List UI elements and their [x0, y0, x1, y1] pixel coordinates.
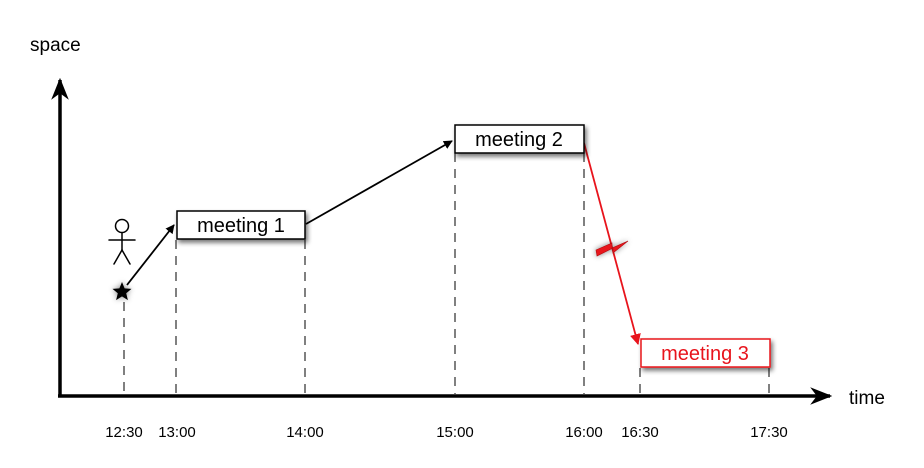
- meeting-box-1: meeting 1: [176, 210, 306, 240]
- y-axis-label: space: [30, 35, 81, 56]
- guide-lines: [123, 153, 770, 394]
- meeting-label: meeting 3: [661, 343, 749, 365]
- arrow-meeting-1-to-meeting-2: [305, 140, 453, 225]
- tick-label: 12:30: [105, 424, 143, 441]
- lightning-bolt-icon: [595, 240, 629, 257]
- arrow-start-to-meeting-1: [126, 224, 175, 286]
- travel-arrows: [126, 140, 641, 346]
- axes: space time: [30, 35, 885, 409]
- tick-label: 13:00: [158, 424, 196, 441]
- tick-label: 16:30: [621, 424, 659, 441]
- meeting-box-2: meeting 2: [454, 124, 585, 154]
- tick-label: 14:00: [286, 424, 324, 441]
- person-icon: [108, 218, 136, 265]
- tick-labels: 12:30 13:00 14:00 15:00 16:00 16:30 17:3…: [105, 424, 788, 441]
- star-icon: [112, 282, 132, 301]
- meeting-label: meeting 2: [475, 129, 563, 151]
- meeting-label: meeting 1: [197, 215, 285, 237]
- tick-label: 15:00: [436, 424, 474, 441]
- meeting-box-3: meeting 3: [640, 338, 771, 368]
- tick-label: 17:30: [750, 424, 788, 441]
- tick-label: 16:00: [565, 424, 603, 441]
- x-axis-label: time: [849, 388, 885, 409]
